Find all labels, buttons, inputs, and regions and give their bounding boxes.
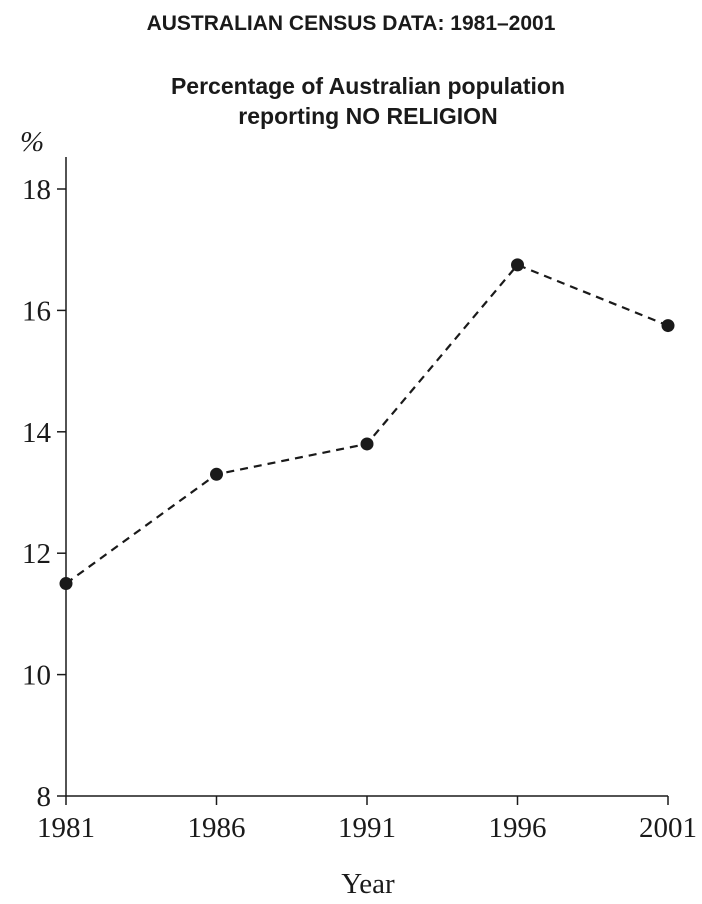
series-group xyxy=(59,258,675,591)
y-tick-label: 8 xyxy=(37,781,52,813)
y-axis-label: % xyxy=(20,126,44,158)
x-tick-label: 1996 xyxy=(489,812,547,844)
chart-subtitle-line-1: Percentage of Australian population xyxy=(171,73,565,99)
x-tick-label: 1981 xyxy=(37,812,95,844)
chart-title: AUSTRALIAN CENSUS DATA: 1981–2001 xyxy=(147,12,556,35)
chart-subtitle-line-2: reporting NO RELIGION xyxy=(238,103,497,129)
y-tick-group: 8 10 12 14 16 18 xyxy=(22,174,66,813)
y-tick-label: 18 xyxy=(22,174,51,206)
y-tick-label: 12 xyxy=(22,538,51,570)
y-tick-label: 16 xyxy=(22,295,51,327)
x-tick-group: 1981 1986 1991 1996 2001 xyxy=(37,796,697,844)
x-tick-label: 1991 xyxy=(338,812,396,844)
data-point xyxy=(661,319,675,333)
x-tick-label: 2001 xyxy=(639,812,697,844)
data-point xyxy=(360,437,374,451)
data-point xyxy=(210,467,223,481)
series-line xyxy=(65,263,669,585)
y-tick-label: 14 xyxy=(22,417,52,449)
data-point xyxy=(511,258,524,272)
data-point xyxy=(59,577,73,591)
y-tick-label: 10 xyxy=(22,660,51,692)
x-axis-label: Year xyxy=(341,868,395,900)
x-tick-label: 1986 xyxy=(188,812,246,844)
